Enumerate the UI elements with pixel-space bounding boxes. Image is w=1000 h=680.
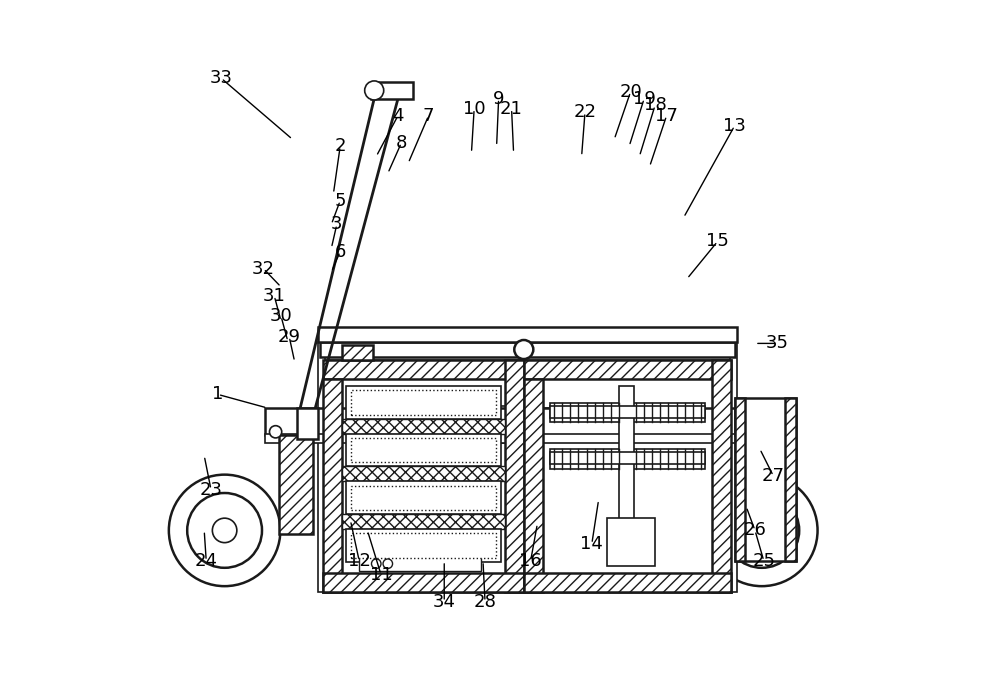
Bar xyxy=(371,82,413,99)
Text: 13: 13 xyxy=(723,117,746,135)
Bar xyxy=(619,386,634,545)
Bar xyxy=(265,434,775,443)
Bar xyxy=(735,398,796,561)
Bar xyxy=(320,342,527,357)
Bar xyxy=(323,360,524,379)
Bar xyxy=(346,481,501,514)
Bar xyxy=(351,390,496,415)
Text: 8: 8 xyxy=(396,134,407,152)
Text: 10: 10 xyxy=(463,100,485,118)
Bar xyxy=(524,573,731,592)
Circle shape xyxy=(371,559,381,568)
Bar xyxy=(323,573,524,592)
Text: 28: 28 xyxy=(474,593,496,611)
Bar xyxy=(279,435,313,534)
Text: 15: 15 xyxy=(706,233,729,250)
Text: 24: 24 xyxy=(195,552,218,570)
Bar xyxy=(524,360,731,379)
Text: 7: 7 xyxy=(423,107,434,124)
Bar xyxy=(524,360,731,592)
Text: 14: 14 xyxy=(580,535,603,553)
Circle shape xyxy=(750,518,774,543)
Bar xyxy=(346,434,501,466)
Bar xyxy=(408,406,531,443)
Bar xyxy=(351,533,496,558)
Circle shape xyxy=(169,475,280,586)
Bar xyxy=(550,452,705,464)
Bar xyxy=(346,386,501,419)
Text: 22: 22 xyxy=(574,103,596,121)
Bar xyxy=(550,449,623,469)
Text: 30: 30 xyxy=(270,307,292,325)
Bar xyxy=(342,345,373,360)
Text: 16: 16 xyxy=(519,552,542,570)
Bar xyxy=(735,398,745,561)
Bar xyxy=(323,360,524,592)
Circle shape xyxy=(269,426,282,438)
Bar xyxy=(374,408,565,435)
Bar xyxy=(607,518,655,566)
Bar xyxy=(342,514,505,529)
Text: 12: 12 xyxy=(348,552,371,570)
Text: 3: 3 xyxy=(331,216,343,233)
Text: 6: 6 xyxy=(335,243,346,260)
Text: 35: 35 xyxy=(766,335,789,352)
Text: 20: 20 xyxy=(619,83,642,101)
Text: 34: 34 xyxy=(433,593,456,611)
Bar xyxy=(730,342,737,592)
Bar xyxy=(346,529,501,562)
Bar xyxy=(712,360,731,592)
Bar xyxy=(342,466,505,481)
Bar xyxy=(297,408,318,439)
Text: 4: 4 xyxy=(392,107,404,124)
Text: 25: 25 xyxy=(752,552,775,570)
Bar xyxy=(632,403,705,422)
Text: 32: 32 xyxy=(252,260,275,277)
Bar xyxy=(351,438,496,462)
Circle shape xyxy=(365,81,384,100)
Circle shape xyxy=(187,493,262,568)
Text: 18: 18 xyxy=(644,97,666,114)
Text: 23: 23 xyxy=(199,481,222,498)
Text: 11: 11 xyxy=(370,566,392,583)
Circle shape xyxy=(706,475,818,586)
Circle shape xyxy=(724,493,799,568)
Bar xyxy=(318,342,325,592)
Bar xyxy=(265,408,775,435)
Text: 2: 2 xyxy=(334,137,346,155)
Text: 21: 21 xyxy=(500,100,523,118)
Text: 9: 9 xyxy=(493,90,504,107)
Bar xyxy=(550,406,705,418)
Bar xyxy=(351,486,496,510)
Text: 27: 27 xyxy=(762,467,785,485)
Text: 17: 17 xyxy=(655,107,678,124)
Circle shape xyxy=(212,518,237,543)
Bar xyxy=(323,379,342,592)
Bar xyxy=(632,449,705,469)
Circle shape xyxy=(383,559,393,568)
Text: 19: 19 xyxy=(633,90,656,107)
Bar xyxy=(505,360,524,592)
Bar xyxy=(524,379,543,592)
Bar xyxy=(359,556,481,571)
Text: 33: 33 xyxy=(210,69,233,87)
Text: 1: 1 xyxy=(212,386,223,403)
Bar xyxy=(342,419,505,434)
Bar xyxy=(550,403,623,422)
Bar xyxy=(785,398,796,561)
Bar xyxy=(520,342,735,357)
Bar xyxy=(318,327,737,342)
Text: 26: 26 xyxy=(744,522,766,539)
Text: 29: 29 xyxy=(278,328,301,345)
Text: 5: 5 xyxy=(334,192,346,209)
Circle shape xyxy=(514,340,533,359)
Bar xyxy=(735,409,779,435)
Text: 31: 31 xyxy=(263,287,286,305)
